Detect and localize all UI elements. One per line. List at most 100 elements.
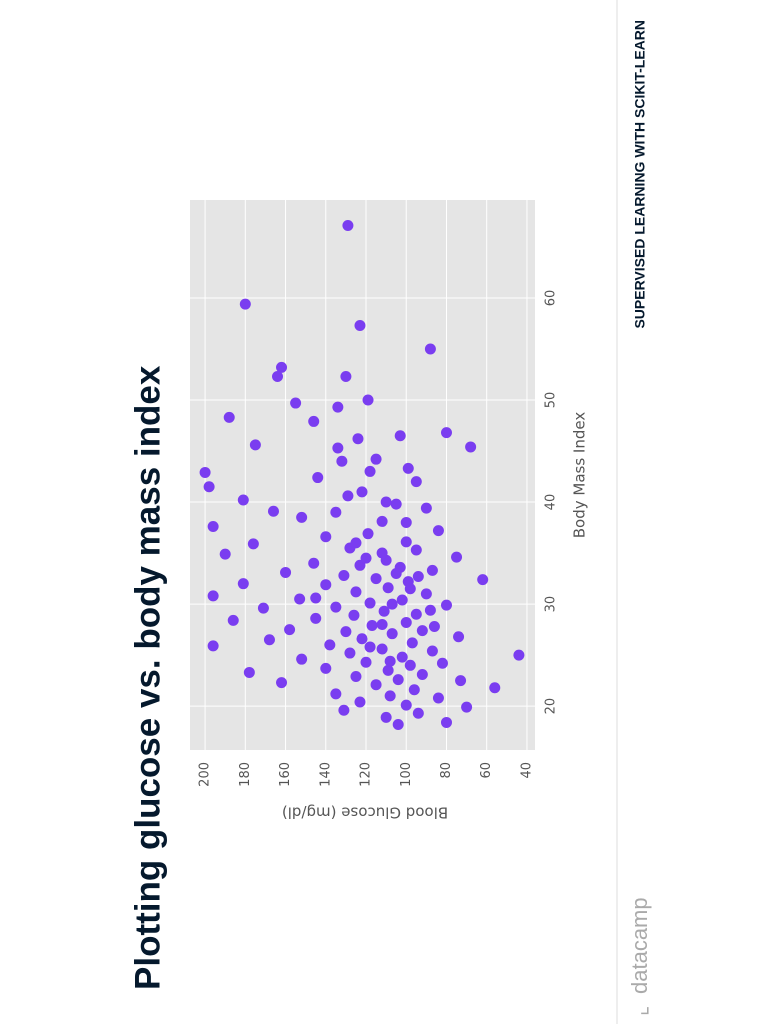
x-tick-label: 40 bbox=[544, 494, 559, 511]
point bbox=[477, 574, 489, 586]
point bbox=[348, 609, 360, 621]
point bbox=[410, 544, 422, 556]
point bbox=[364, 465, 376, 477]
logo-mark: ⌞ bbox=[627, 1006, 652, 1016]
point bbox=[276, 677, 288, 689]
point bbox=[294, 593, 306, 605]
point bbox=[384, 655, 396, 667]
point bbox=[310, 612, 322, 624]
point bbox=[267, 505, 279, 517]
point bbox=[320, 579, 332, 591]
point bbox=[320, 662, 332, 674]
point bbox=[239, 298, 251, 310]
point bbox=[324, 639, 336, 651]
point bbox=[432, 525, 444, 537]
point bbox=[390, 567, 402, 579]
point bbox=[247, 538, 259, 550]
point bbox=[382, 582, 394, 594]
point bbox=[338, 570, 350, 582]
footer: SUPERVISED LEARNING WITH SCIKIT-LEARN bbox=[632, 20, 648, 329]
point bbox=[344, 647, 356, 659]
y-tick-label: 180 bbox=[238, 762, 253, 787]
point bbox=[330, 506, 342, 518]
point bbox=[310, 592, 322, 604]
point bbox=[227, 614, 239, 626]
y-tick-label: 100 bbox=[399, 762, 414, 787]
point bbox=[308, 557, 320, 569]
point bbox=[332, 442, 344, 454]
point bbox=[426, 645, 438, 657]
point bbox=[400, 699, 412, 711]
y-tick-label: 160 bbox=[278, 762, 293, 787]
x-tick-label: 30 bbox=[544, 596, 559, 613]
point bbox=[352, 433, 364, 445]
x-tick-label: 60 bbox=[544, 290, 559, 307]
y-tick-label: 200 bbox=[198, 762, 213, 787]
point bbox=[400, 616, 412, 628]
point bbox=[382, 664, 394, 676]
y-tick-label: 120 bbox=[359, 762, 374, 787]
point bbox=[380, 496, 392, 508]
point bbox=[336, 455, 348, 467]
point bbox=[340, 371, 352, 383]
point bbox=[436, 657, 448, 669]
point bbox=[296, 511, 308, 523]
point bbox=[386, 598, 398, 610]
point bbox=[404, 583, 416, 595]
logo: datacamp bbox=[627, 897, 652, 994]
point bbox=[219, 548, 231, 560]
point bbox=[366, 620, 378, 632]
point bbox=[465, 441, 477, 453]
point bbox=[243, 666, 255, 678]
point bbox=[420, 588, 432, 600]
point bbox=[312, 472, 324, 484]
point bbox=[290, 397, 302, 409]
point bbox=[400, 536, 412, 548]
point bbox=[330, 601, 342, 613]
point bbox=[461, 701, 473, 713]
point bbox=[386, 628, 398, 640]
point bbox=[384, 690, 396, 702]
point bbox=[408, 684, 420, 696]
point bbox=[400, 516, 412, 528]
point bbox=[360, 552, 372, 564]
point bbox=[338, 704, 350, 716]
point bbox=[489, 682, 501, 694]
point bbox=[342, 490, 354, 502]
point bbox=[284, 624, 296, 636]
rotated-slide: Plotting glucose vs. body mass index SUP… bbox=[128, 20, 652, 1016]
x-tick-label: 50 bbox=[544, 392, 559, 409]
point bbox=[340, 626, 352, 638]
point bbox=[257, 602, 269, 614]
point bbox=[276, 361, 288, 373]
point bbox=[272, 371, 284, 383]
point bbox=[426, 564, 438, 576]
point bbox=[396, 651, 408, 663]
slide-title: Plotting glucose vs. body mass index bbox=[128, 365, 167, 990]
point bbox=[342, 220, 354, 232]
point bbox=[370, 679, 382, 691]
point bbox=[207, 640, 219, 652]
point bbox=[364, 597, 376, 609]
point bbox=[416, 625, 428, 637]
point bbox=[203, 481, 215, 493]
point bbox=[320, 531, 332, 543]
point bbox=[440, 599, 452, 611]
point bbox=[416, 668, 428, 680]
point bbox=[376, 515, 388, 527]
point bbox=[394, 430, 406, 442]
point bbox=[410, 608, 422, 620]
point bbox=[404, 659, 416, 671]
point bbox=[451, 551, 463, 563]
point bbox=[392, 674, 404, 686]
point bbox=[424, 343, 436, 355]
point bbox=[332, 401, 344, 413]
point bbox=[453, 631, 465, 643]
point bbox=[223, 411, 235, 423]
point bbox=[354, 320, 366, 332]
point bbox=[428, 621, 440, 633]
point bbox=[370, 453, 382, 465]
x-axis-label: Body Mass Index bbox=[571, 412, 589, 539]
point bbox=[362, 528, 374, 540]
